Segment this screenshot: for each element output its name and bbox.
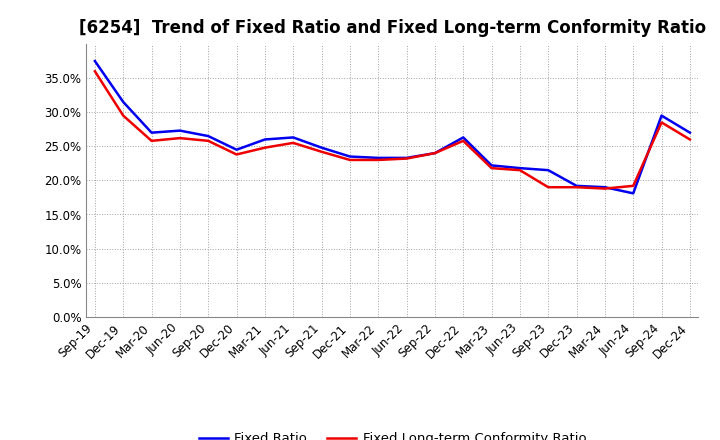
Fixed Long-term Conformity Ratio — [487, 165, 496, 171]
Fixed Long-term Conformity Ratio — [374, 157, 382, 162]
Fixed Ratio — [516, 165, 524, 171]
Fixed Long-term Conformity Ratio — [91, 69, 99, 74]
Fixed Ratio — [318, 145, 326, 150]
Fixed Ratio — [119, 99, 127, 105]
Legend: Fixed Ratio, Fixed Long-term Conformity Ratio: Fixed Ratio, Fixed Long-term Conformity … — [194, 427, 591, 440]
Fixed Ratio — [233, 147, 241, 152]
Fixed Long-term Conformity Ratio — [516, 168, 524, 173]
Fixed Long-term Conformity Ratio — [148, 138, 156, 143]
Fixed Long-term Conformity Ratio — [431, 150, 439, 156]
Fixed Long-term Conformity Ratio — [459, 138, 467, 143]
Fixed Long-term Conformity Ratio — [119, 113, 127, 118]
Fixed Ratio — [685, 130, 694, 136]
Fixed Long-term Conformity Ratio — [657, 120, 666, 125]
Fixed Long-term Conformity Ratio — [544, 185, 552, 190]
Fixed Long-term Conformity Ratio — [600, 186, 609, 191]
Fixed Ratio — [91, 59, 99, 64]
Fixed Ratio — [402, 155, 411, 161]
Line: Fixed Long-term Conformity Ratio: Fixed Long-term Conformity Ratio — [95, 71, 690, 189]
Fixed Ratio — [346, 154, 354, 159]
Fixed Ratio — [459, 135, 467, 140]
Fixed Ratio — [431, 150, 439, 156]
Fixed Long-term Conformity Ratio — [346, 157, 354, 162]
Fixed Long-term Conformity Ratio — [176, 136, 184, 141]
Fixed Ratio — [572, 183, 581, 188]
Fixed Long-term Conformity Ratio — [261, 145, 269, 150]
Fixed Ratio — [289, 135, 297, 140]
Fixed Ratio — [204, 133, 212, 139]
Fixed Long-term Conformity Ratio — [685, 137, 694, 142]
Fixed Ratio — [657, 113, 666, 118]
Fixed Ratio — [600, 185, 609, 190]
Fixed Ratio — [261, 137, 269, 142]
Line: Fixed Ratio: Fixed Ratio — [95, 61, 690, 193]
Fixed Ratio — [176, 128, 184, 133]
Fixed Long-term Conformity Ratio — [318, 149, 326, 154]
Fixed Long-term Conformity Ratio — [402, 156, 411, 161]
Fixed Ratio — [544, 168, 552, 173]
Fixed Long-term Conformity Ratio — [233, 152, 241, 157]
Fixed Long-term Conformity Ratio — [629, 183, 637, 188]
Fixed Long-term Conformity Ratio — [572, 185, 581, 190]
Title: [6254]  Trend of Fixed Ratio and Fixed Long-term Conformity Ratio: [6254] Trend of Fixed Ratio and Fixed Lo… — [78, 19, 706, 37]
Fixed Long-term Conformity Ratio — [289, 140, 297, 146]
Fixed Ratio — [629, 191, 637, 196]
Fixed Ratio — [148, 130, 156, 136]
Fixed Ratio — [374, 155, 382, 161]
Fixed Ratio — [487, 163, 496, 168]
Fixed Long-term Conformity Ratio — [204, 138, 212, 143]
